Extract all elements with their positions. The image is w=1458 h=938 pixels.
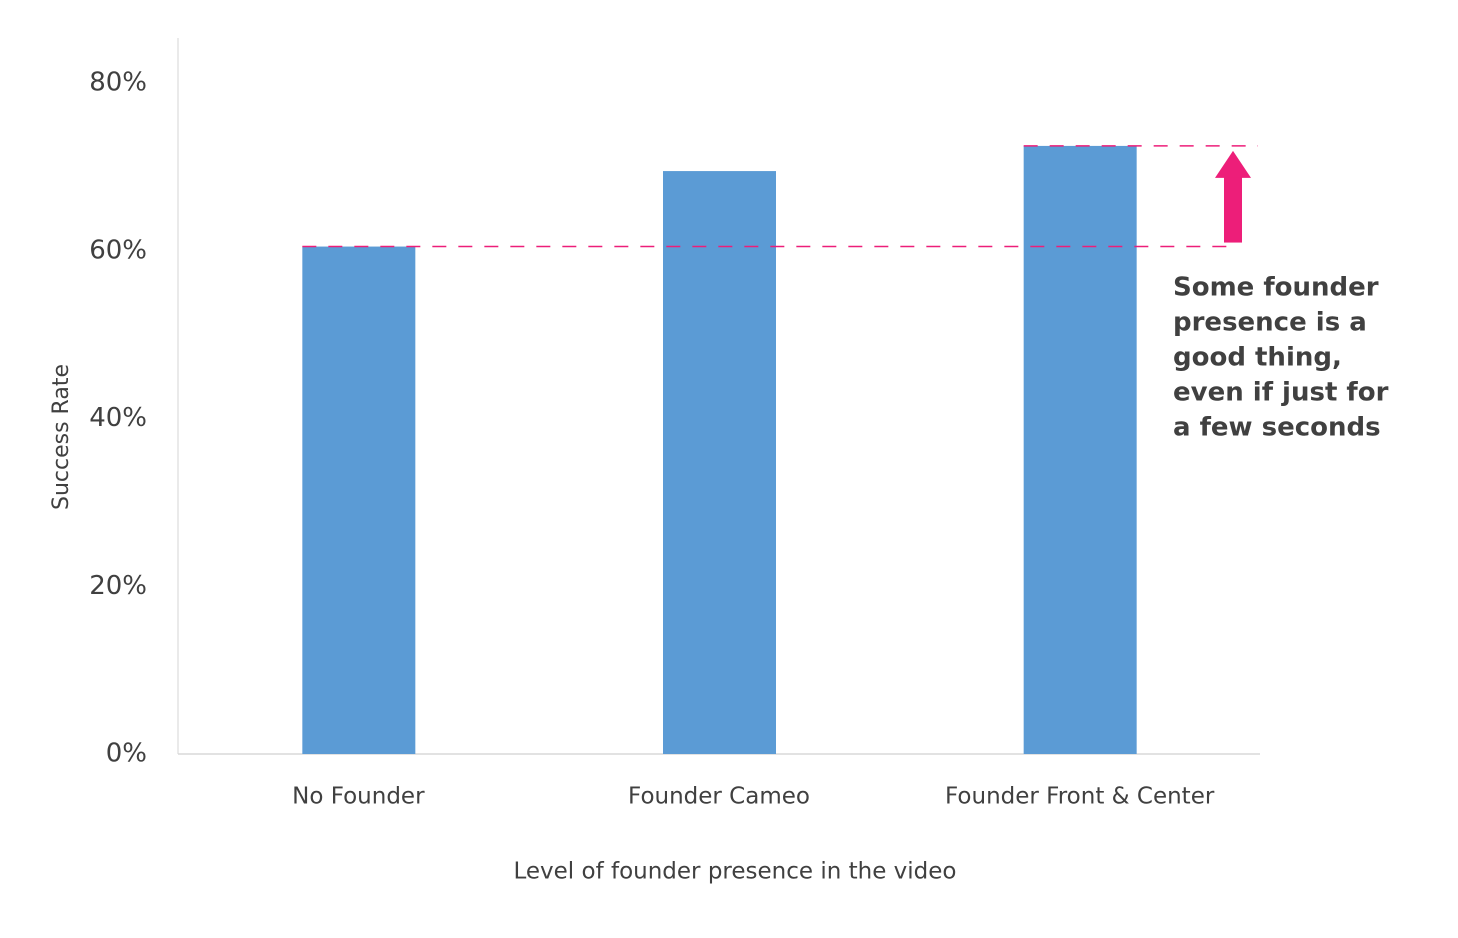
annotation-line: a few seconds [1173, 413, 1381, 443]
x-tick-label: Founder Cameo [628, 784, 810, 810]
arrow-head [1215, 150, 1251, 178]
y-axis-title: Success Rate [49, 364, 74, 510]
x-tick-label: Founder Front & Center [945, 784, 1215, 810]
bar [302, 246, 416, 754]
x-tick-label: No Founder [292, 784, 425, 810]
annotation-line: Some founder [1173, 273, 1379, 303]
bar [663, 171, 776, 755]
annotation-line: good thing, [1173, 343, 1342, 373]
y-tick-label: 0% [106, 739, 147, 769]
annotation-line: presence is a [1173, 308, 1367, 338]
y-tick-label: 80% [89, 68, 147, 98]
annotation-line: even if just for [1173, 378, 1389, 408]
y-tick-label: 60% [89, 235, 147, 265]
bar [1023, 145, 1137, 754]
x-axis-title: Level of founder presence in the video [513, 859, 956, 885]
arrow-shaft [1224, 175, 1242, 243]
y-tick-label: 20% [89, 571, 147, 601]
y-tick-label: 40% [89, 403, 147, 433]
